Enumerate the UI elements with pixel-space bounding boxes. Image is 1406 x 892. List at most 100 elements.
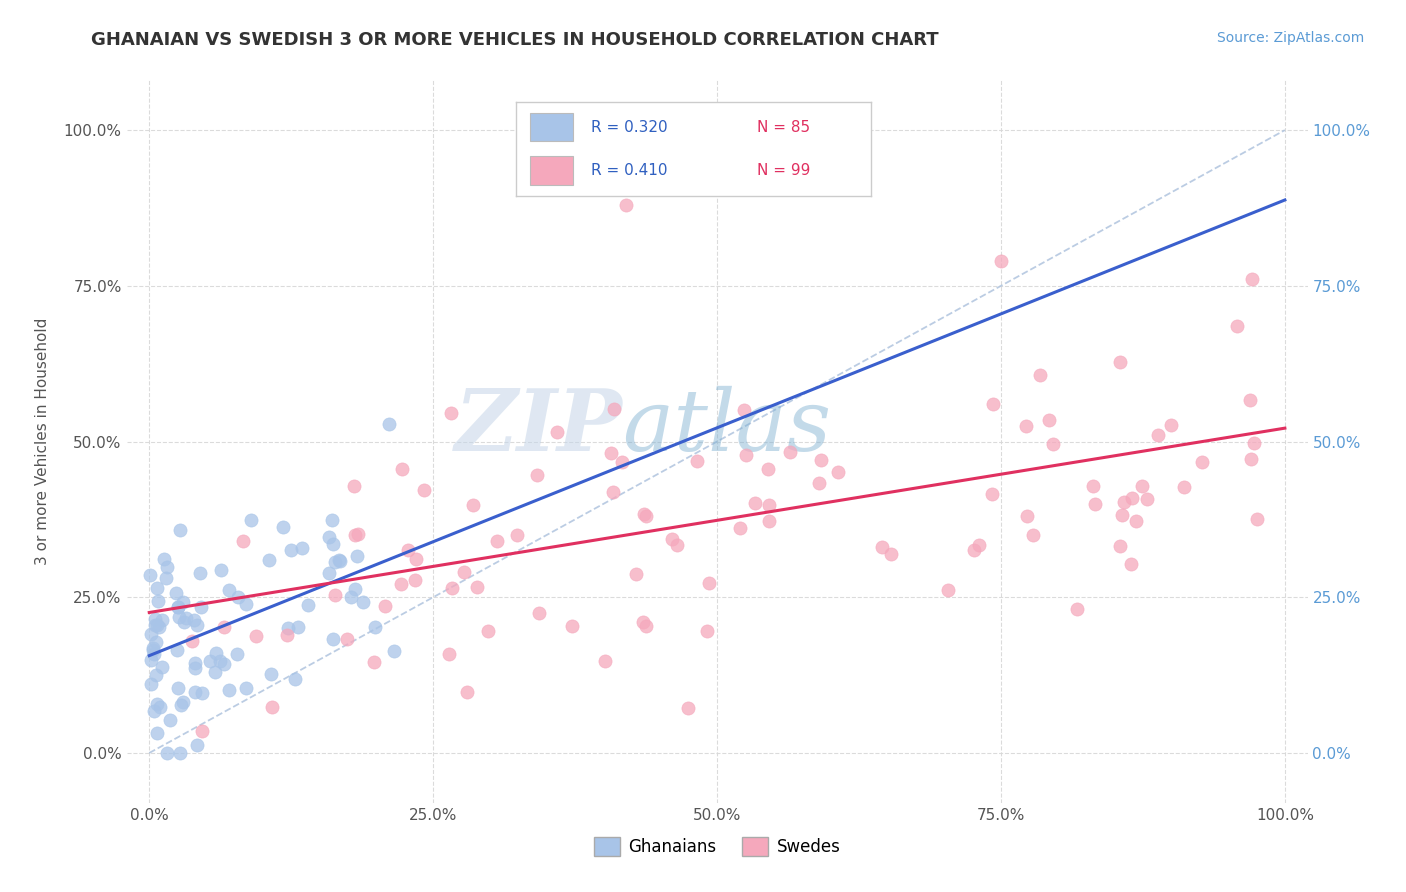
Point [870, 540, 893, 554]
Point [149, 699, 172, 714]
Point [1173, 480, 1195, 494]
Point [186, 618, 208, 632]
Point [165, 586, 187, 600]
Point [1038, 413, 1060, 427]
Point [634, 619, 657, 633]
Point [146, 725, 169, 739]
Point [807, 476, 830, 491]
Point [344, 528, 367, 542]
Point [174, 611, 197, 625]
Point [614, 198, 637, 212]
Point [389, 577, 412, 591]
Point [404, 573, 426, 587]
Point [697, 576, 720, 591]
Point [172, 696, 194, 710]
Point [797, 167, 820, 181]
Point [1243, 436, 1265, 450]
Point [291, 541, 314, 555]
Point [1081, 479, 1104, 493]
Point [981, 397, 1004, 411]
Point [696, 624, 718, 638]
Point [810, 453, 832, 467]
Point [936, 583, 959, 598]
Point [1241, 272, 1264, 286]
Point [329, 554, 352, 568]
Point [141, 627, 163, 641]
Point [276, 628, 298, 642]
Point [318, 530, 340, 544]
Point [990, 253, 1012, 268]
Point [440, 581, 463, 595]
Point [633, 615, 655, 629]
Point [342, 479, 364, 493]
Point [347, 527, 370, 541]
Point [685, 454, 707, 468]
Point [1125, 514, 1147, 528]
Point [339, 590, 361, 604]
Point [167, 681, 190, 695]
Point [167, 610, 190, 624]
Point [142, 642, 165, 657]
Point [1191, 455, 1213, 469]
Point [1109, 539, 1132, 553]
Text: atlas: atlas [623, 385, 832, 468]
Point [1015, 419, 1038, 434]
Point [145, 635, 167, 649]
Point [593, 654, 616, 668]
Point [146, 617, 169, 632]
Point [733, 403, 755, 417]
Point [153, 551, 176, 566]
Point [212, 657, 235, 671]
Point [145, 668, 167, 682]
Point [1028, 368, 1050, 383]
Point [1119, 558, 1142, 572]
Point [284, 673, 307, 687]
Legend: Ghanaians, Swedes: Ghanaians, Swedes [586, 830, 848, 863]
Point [280, 542, 302, 557]
Point [661, 532, 683, 546]
Point [321, 513, 343, 527]
Point [1239, 392, 1261, 407]
Point [143, 618, 166, 632]
Point [980, 487, 1002, 501]
Point [412, 483, 434, 497]
Text: Source: ZipAtlas.com: Source: ZipAtlas.com [1216, 31, 1364, 45]
Point [546, 425, 568, 440]
Point [205, 647, 228, 661]
Point [1111, 508, 1133, 523]
Text: GHANAIAN VS SWEDISH 3 OR MORE VEHICLES IN HOUSEHOLD CORRELATION CHART: GHANAIAN VS SWEDISH 3 OR MORE VEHICLES I… [91, 31, 939, 49]
Point [297, 598, 319, 612]
Point [260, 700, 283, 714]
Point [477, 624, 499, 638]
Point [232, 534, 254, 549]
Point [779, 445, 801, 459]
Point [145, 581, 167, 595]
Point [226, 590, 249, 604]
Point [180, 633, 202, 648]
Point [183, 613, 205, 627]
Point [322, 632, 344, 646]
Point [1066, 601, 1088, 615]
Point [1022, 527, 1045, 541]
Point [139, 677, 162, 691]
Point [257, 553, 280, 567]
Point [260, 667, 283, 681]
Point [287, 619, 309, 633]
Point [1135, 491, 1157, 506]
Point [143, 612, 166, 626]
Point [208, 654, 231, 668]
Point [169, 523, 191, 537]
Point [159, 713, 181, 727]
Point [602, 402, 624, 417]
Point [343, 582, 366, 596]
Point [744, 495, 766, 509]
Point [364, 620, 387, 634]
Point [146, 594, 169, 608]
Point [439, 648, 461, 662]
Point [1121, 491, 1143, 505]
Point [1239, 452, 1261, 467]
Point [245, 630, 267, 644]
Point [758, 514, 780, 528]
Point [1042, 436, 1064, 450]
Point [150, 660, 173, 674]
